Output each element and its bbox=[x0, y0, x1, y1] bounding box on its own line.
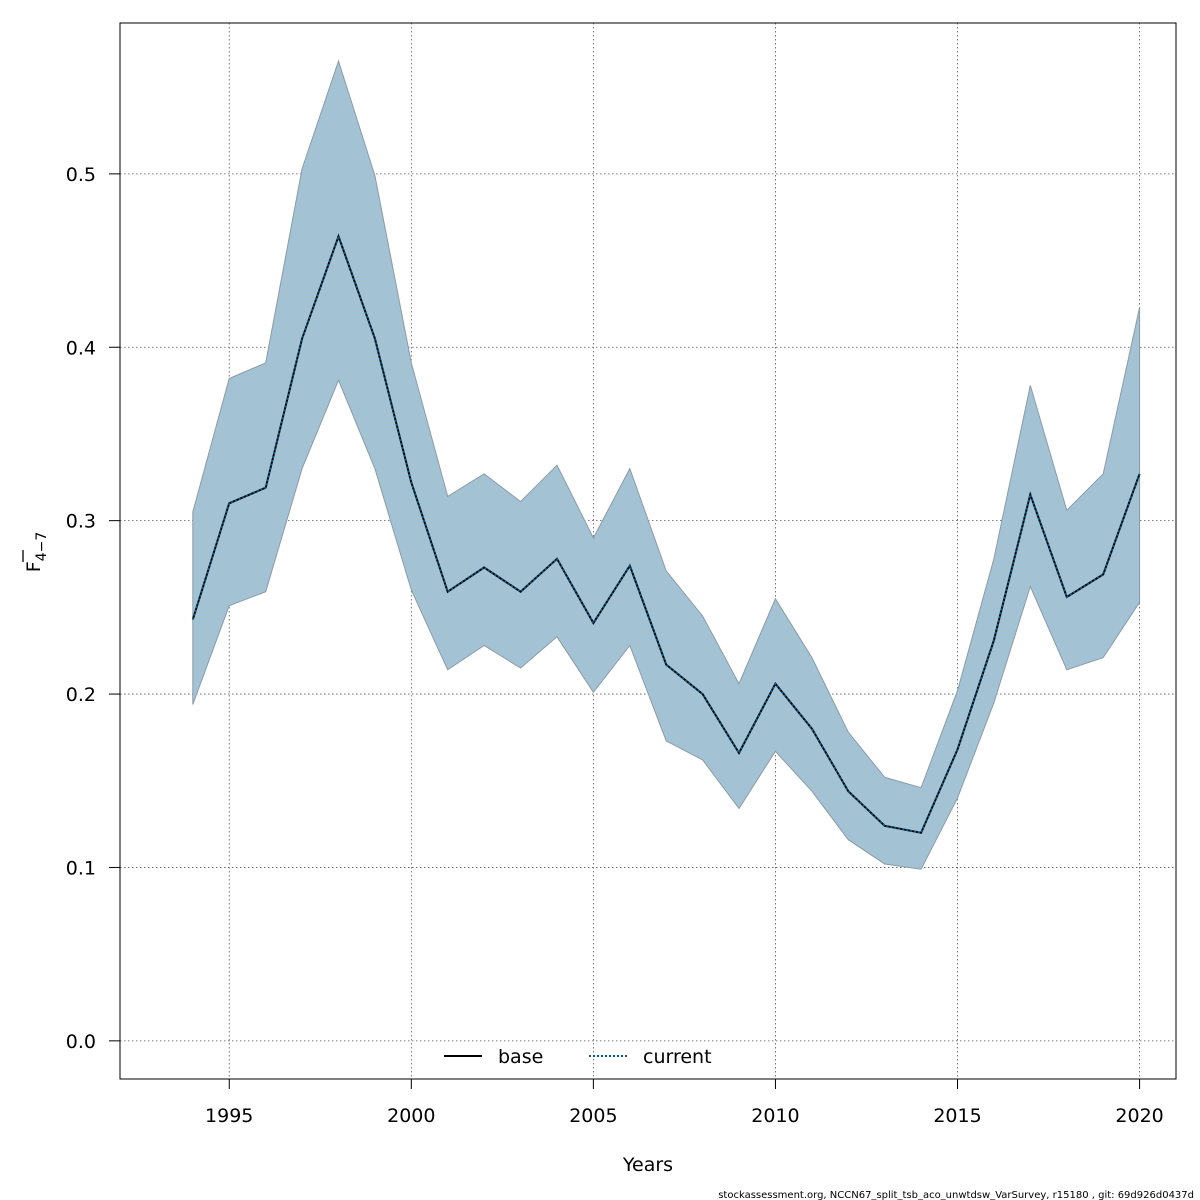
y-tick-label-1: 0.1 bbox=[66, 857, 96, 879]
y-axis-title-main: F bbox=[23, 561, 45, 572]
svg-text:F4−7: F4−7 bbox=[23, 532, 50, 572]
x-tick-label-1995: 1995 bbox=[205, 1105, 253, 1127]
x-tick-label-2005: 2005 bbox=[569, 1105, 617, 1127]
y-tick-label-5: 0.5 bbox=[66, 164, 96, 186]
confidence-band-area bbox=[192, 59, 1141, 870]
x-tick-label-2000: 2000 bbox=[387, 1105, 435, 1127]
y-tick-label-3: 0.3 bbox=[66, 511, 96, 533]
y-axis-title: F4−7 bbox=[22, 532, 50, 572]
y-tick-label-2: 0.2 bbox=[66, 684, 96, 706]
footer-credit: stockassessment.org, NCCN67_split_tsb_ac… bbox=[718, 1190, 1194, 1200]
y-axis-title-subscript: 4−7 bbox=[34, 532, 50, 562]
legend-label-base: base bbox=[498, 1046, 543, 1068]
x-tick-label-2010: 2010 bbox=[751, 1105, 799, 1127]
x-axis-title: Years bbox=[622, 1154, 673, 1176]
plot-frame bbox=[119, 22, 1177, 1080]
series-line-base bbox=[191, 233, 1141, 834]
y-axis: 0.0 0.1 0.2 0.3 0.4 0.5 bbox=[66, 164, 120, 1053]
confidence-band bbox=[192, 59, 1141, 870]
y-tick-label-0: 0.0 bbox=[66, 1031, 96, 1053]
legend-label-current: current bbox=[643, 1046, 712, 1068]
series-lines bbox=[191, 233, 1141, 834]
y-tick-label-4: 0.4 bbox=[66, 337, 96, 359]
x-axis: 1995 2000 2005 2010 2015 2020 bbox=[205, 1079, 1164, 1127]
x-tick-label-2015: 2015 bbox=[933, 1105, 981, 1127]
x-tick-label-2020: 2020 bbox=[1115, 1105, 1163, 1127]
legend: base current bbox=[444, 1046, 712, 1068]
